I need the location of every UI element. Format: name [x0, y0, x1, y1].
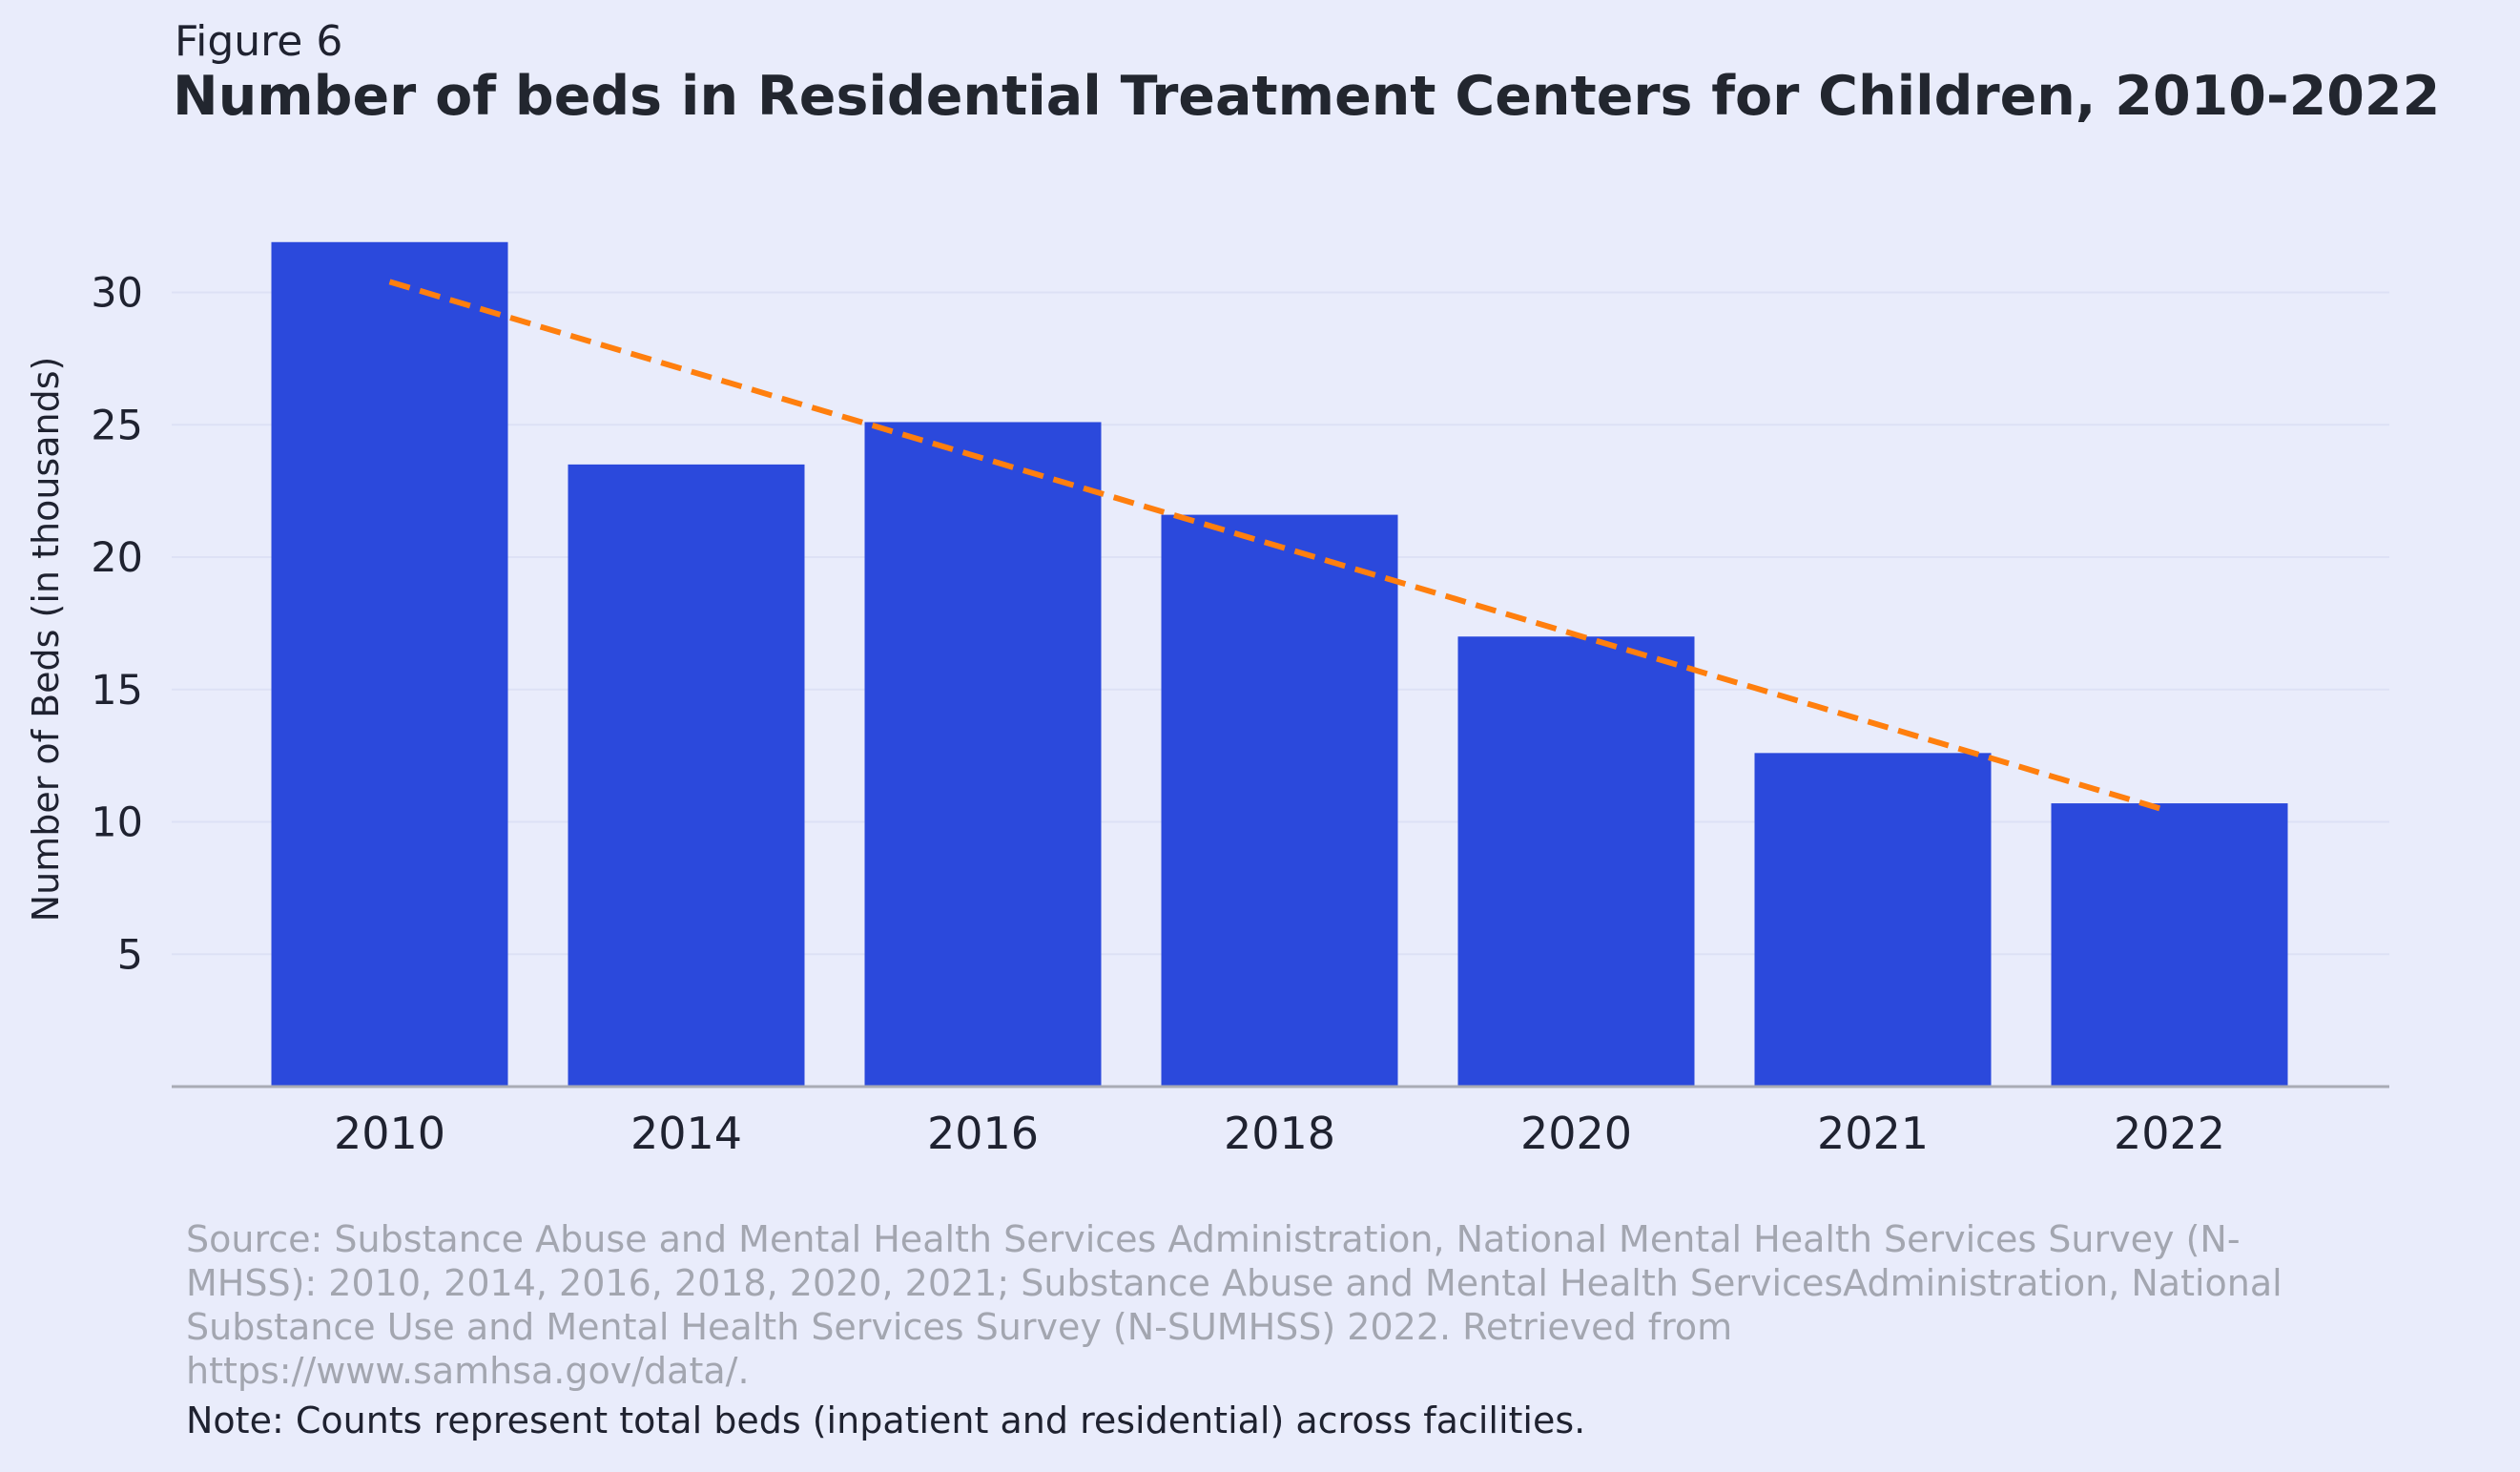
x-tick-label: 2010	[334, 1108, 445, 1159]
x-tick-labels: 2010 2014 2016 2018 2020 2021 2022	[334, 1108, 2225, 1159]
bar-2014	[568, 464, 805, 1087]
bar-2020	[1457, 636, 1695, 1087]
y-axis-label: Number of Beds (in thousands)	[25, 357, 67, 923]
x-tick-label: 2022	[2114, 1108, 2225, 1159]
bar-2016	[864, 422, 1102, 1088]
trend-line	[388, 279, 2171, 815]
chart-title: Number of beds in Residential Treatment …	[173, 65, 2441, 128]
x-tick-label: 2016	[927, 1108, 1039, 1159]
y-tick-label: 25	[91, 402, 143, 449]
y-tick-label: 30	[91, 270, 143, 318]
x-tick-label: 2020	[1520, 1108, 1632, 1159]
bar-chart: 5 10 15 20 25 30 2010 2014 2016 2018 2020 2021 2022…	[25, 241, 2389, 1159]
x-tick-label: 2021	[1817, 1108, 1929, 1159]
bar-2018	[1161, 514, 1398, 1087]
y-tick-labels: 5 10 15 20 25 30	[91, 270, 143, 980]
y-tick-label: 5	[117, 931, 143, 979]
trend-line-group	[388, 279, 2171, 815]
figure-label: Figure 6	[175, 17, 343, 66]
bars	[271, 241, 2288, 1088]
bar-2021	[1754, 753, 1992, 1087]
y-tick-label: 20	[91, 534, 143, 582]
source-note: Source: Substance Abuse and Mental Healt…	[186, 1218, 2282, 1392]
x-tick-label: 2014	[630, 1108, 742, 1159]
footnote: Note: Counts represent total beds (inpat…	[186, 1399, 1586, 1441]
bar-2010	[271, 241, 508, 1087]
y-tick-label: 15	[91, 667, 143, 715]
bar-2022	[2051, 803, 2288, 1087]
x-tick-label: 2018	[1224, 1108, 1335, 1159]
y-tick-label: 10	[91, 799, 143, 847]
